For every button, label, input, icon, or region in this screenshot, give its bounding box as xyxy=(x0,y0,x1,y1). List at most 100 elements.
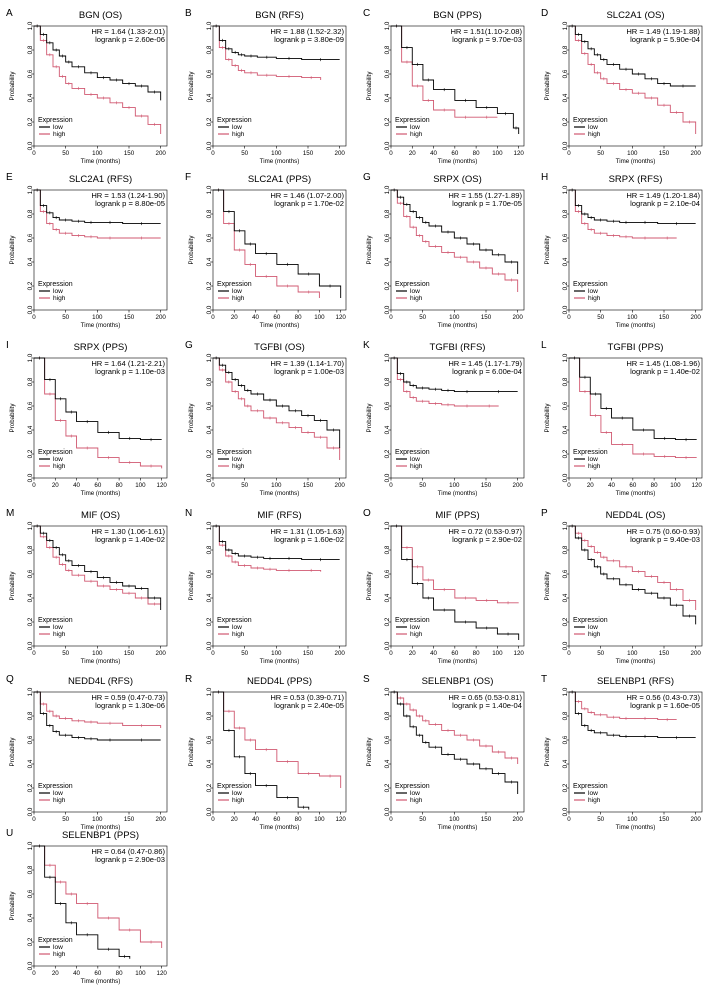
x-axis-label: Time (months) xyxy=(260,490,300,497)
chart-title: MIF (PPS) xyxy=(435,510,479,521)
plot-frame xyxy=(212,25,347,147)
y-tick-label: 0.4 xyxy=(384,93,391,102)
km-chart: M MIF (OS) 0.0 0.2 0.4 0.6 0.8 1.0 Probability 0 5… xyxy=(6,508,168,665)
y-tick-label: 0.4 xyxy=(27,93,34,102)
chart-title: BGN (RFS) xyxy=(255,10,304,21)
x-tick-label: 150 xyxy=(659,314,670,321)
y-tick-label: 1.0 xyxy=(562,353,569,362)
x-tick-label: 50 xyxy=(62,650,69,657)
chart-title: TGFBI (RFS) xyxy=(430,342,486,353)
x-tick-label: 80 xyxy=(116,482,123,489)
y-tick-label: 0.6 xyxy=(384,233,391,242)
x-tick-label: 50 xyxy=(241,650,248,657)
logrank-p: logrank p = 2.10e-04 xyxy=(630,199,700,208)
x-tick-label: 100 xyxy=(627,150,638,157)
legend-title: Expression xyxy=(573,617,608,624)
x-axis-label: Time (months) xyxy=(616,490,656,497)
x-tick-label: 100 xyxy=(135,970,146,977)
logrank-p: logrank p = 2.90e-03 xyxy=(95,855,165,864)
y-tick-label: 0.6 xyxy=(27,69,34,78)
x-tick-label: 40 xyxy=(430,650,437,657)
y-tick-label: 0.8 xyxy=(206,545,213,554)
x-tick-label: 20 xyxy=(409,650,416,657)
km-panel-o-14: O MIF (PPS) 0.0 0.2 0.4 0.6 0.8 1.0 Probability 0… xyxy=(361,506,533,666)
y-tick-label: 0.0 xyxy=(206,807,213,816)
x-tick-label: 150 xyxy=(303,650,314,657)
km-panel-g-9: G TGFBI (OS) 0.0 0.2 0.4 0.6 0.8 1.0 Probability… xyxy=(183,338,355,498)
x-tick-label: 0 xyxy=(389,650,393,657)
y-tick-label: 0.4 xyxy=(206,593,213,602)
legend-label-low: low xyxy=(232,124,242,131)
x-axis-label: Time (months) xyxy=(260,658,300,665)
legend-title: Expression xyxy=(38,937,73,944)
legend-label-high: high xyxy=(410,463,423,470)
km-chart: H SRPX (RFS) 0.0 0.2 0.4 0.6 0.8 1.0 Probability… xyxy=(541,172,703,329)
chart-title: SELENBP1 (PPS) xyxy=(62,830,139,841)
legend-title: Expression xyxy=(395,117,430,124)
legend-title: Expression xyxy=(573,449,608,456)
series-high-line xyxy=(213,189,320,298)
y-tick-label: 0.6 xyxy=(206,69,213,78)
series-high-line xyxy=(391,25,498,118)
x-tick-label: 50 xyxy=(62,314,69,321)
hazard-ratio: HR = 1.64 (1.33-2.01) xyxy=(91,27,165,36)
x-tick-label: 0 xyxy=(32,970,36,977)
km-chart: B BGN (RFS) 0.0 0.2 0.4 0.6 0.8 1.0 Probability 0… xyxy=(185,8,347,165)
chart-title: SELENBP1 (OS) xyxy=(422,676,494,687)
x-tick-label: 100 xyxy=(92,816,103,823)
y-tick-label: 0.8 xyxy=(562,711,569,720)
x-tick-label: 0 xyxy=(211,314,215,321)
y-tick-label: 0.0 xyxy=(384,473,391,482)
legend-label-high: high xyxy=(53,131,66,138)
x-tick-label: 100 xyxy=(627,816,638,823)
x-tick-label: 200 xyxy=(335,150,346,157)
series-low-line xyxy=(569,25,696,87)
y-tick-label: 0.6 xyxy=(206,233,213,242)
x-tick-label: 200 xyxy=(335,650,346,657)
hazard-ratio: HR = 0.65 (0.53-0.81) xyxy=(448,693,522,702)
x-tick-label: 120 xyxy=(336,314,347,321)
km-chart: E SLC2A1 (RFS) 0.0 0.2 0.4 0.6 0.8 1.0 Probabili… xyxy=(6,172,168,329)
series-low-line xyxy=(391,691,519,794)
x-tick-label: 60 xyxy=(94,970,101,977)
x-tick-label: 40 xyxy=(252,816,259,823)
km-panel-b-1: B BGN (RFS) 0.0 0.2 0.4 0.6 0.8 1.0 Probability 0… xyxy=(183,6,355,166)
y-axis-label: Probability xyxy=(188,403,195,433)
x-tick-label: 20 xyxy=(231,314,238,321)
series-low-line xyxy=(569,189,696,225)
y-tick-label: 0.2 xyxy=(562,117,569,126)
logrank-p: logrank p = 1.10e-03 xyxy=(95,367,165,376)
x-tick-label: 150 xyxy=(124,650,135,657)
x-tick-label: 80 xyxy=(116,970,123,977)
x-axis-label: Time (months) xyxy=(438,490,478,497)
y-tick-label: 0.2 xyxy=(27,617,34,626)
x-tick-label: 0 xyxy=(567,816,571,823)
y-tick-label: 0.4 xyxy=(384,759,391,768)
y-tick-label: 0.4 xyxy=(206,425,213,434)
y-tick-label: 0.0 xyxy=(384,641,391,650)
legend-label-low: low xyxy=(410,124,420,131)
series-low-line xyxy=(391,525,520,640)
series-low-line xyxy=(34,691,161,741)
x-axis-label: Time (months) xyxy=(616,824,656,831)
chart-title: NEDD4L (PPS) xyxy=(247,676,312,687)
x-tick-label: 40 xyxy=(252,314,259,321)
y-tick-label: 1.0 xyxy=(384,21,391,30)
x-tick-label: 120 xyxy=(336,816,347,823)
chart-title: SRPX (RFS) xyxy=(609,174,663,185)
chart-title: NEDD4L (OS) xyxy=(606,510,666,521)
y-tick-label: 1.0 xyxy=(384,521,391,530)
km-panel-u-20: U SELENBP1 (PPS) 0.0 0.2 0.4 0.6 0.8 1.0 Probabi… xyxy=(4,826,176,986)
chart-title: TGFBI (OS) xyxy=(254,342,305,353)
y-tick-label: 0.0 xyxy=(384,141,391,150)
series-high-line xyxy=(213,691,342,788)
y-tick-label: 0.4 xyxy=(27,913,34,922)
km-panel-c-2: C BGN (PPS) 0.0 0.2 0.4 0.6 0.8 1.0 Probability 0… xyxy=(361,6,533,166)
x-tick-label: 0 xyxy=(211,816,215,823)
km-panel-t-19: T SELENBP1 (RFS) 0.0 0.2 0.4 0.6 0.8 1.0 Probabi… xyxy=(539,672,711,832)
x-axis-label: Time (months) xyxy=(81,658,121,665)
plot-frame xyxy=(212,691,347,813)
plot-frame xyxy=(390,189,525,311)
plot-frame xyxy=(33,525,168,647)
km-panel-n-13: N MIF (RFS) 0.0 0.2 0.4 0.6 0.8 1.0 Probability 0… xyxy=(183,506,355,666)
